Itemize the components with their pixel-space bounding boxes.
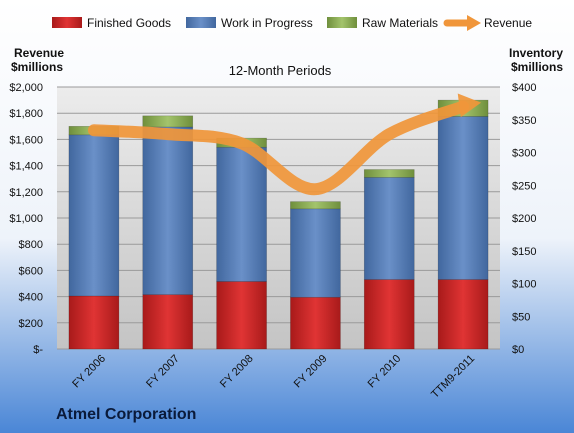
legend-swatch-finished-goods (52, 17, 82, 28)
left-tick-label: $1,400 (9, 161, 43, 173)
revenue-line-arrowhead (457, 93, 482, 118)
left-tick-label: $1,200 (9, 187, 43, 199)
bar-work-in-progress (437, 116, 489, 280)
bar-finished-goods (363, 279, 415, 350)
right-tick-label: $150 (512, 246, 536, 258)
legend-swatch-raw-materials (327, 17, 357, 28)
right-axis-ticks: $0 $50 $100 $150 $200 $250 $300 $350 $400 (512, 82, 536, 356)
bar-finished-goods (290, 296, 341, 350)
left-tick-label: $800 (19, 239, 43, 251)
revenue-line (87, 93, 482, 196)
left-tick-label: $1,800 (9, 108, 43, 120)
legend-swatch-revenue (443, 15, 481, 31)
left-axis-ticks: $- $200 $400 $600 $800 $1,000 $1,200 $1,400 $1,6… (9, 82, 43, 356)
right-tick-label: $0 (512, 344, 524, 356)
company-name: Atmel Corporation (56, 406, 197, 423)
right-axis-title-line2: $millions (511, 60, 563, 74)
bar-finished-goods (68, 295, 120, 350)
bar-finished-goods (142, 294, 194, 350)
legend-label-raw-materials: Raw Materials (362, 16, 438, 30)
bar-raw-materials (363, 169, 415, 178)
right-axis-title-line1: Inventory (509, 46, 563, 60)
bar-work-in-progress (290, 208, 341, 298)
left-tick-label: $1,600 (9, 134, 43, 146)
bar-finished-goods (437, 279, 489, 350)
chart-title: 12-Month Periods (229, 63, 332, 78)
right-tick-label: $200 (512, 213, 536, 225)
right-tick-label: $400 (512, 82, 536, 94)
right-tick-label: $100 (512, 279, 536, 291)
left-tick-label: $400 (19, 292, 43, 304)
legend-label-work-in-progress: Work in Progress (221, 16, 313, 30)
right-tick-label: $50 (512, 311, 530, 323)
bar-raw-materials (290, 201, 341, 210)
left-tick-label: $1,000 (9, 213, 43, 225)
right-tick-label: $250 (512, 180, 536, 192)
legend: Finished Goods Work in Progress Raw Mate… (52, 15, 532, 31)
legend-label-finished-goods: Finished Goods (87, 16, 171, 30)
bar-work-in-progress (68, 134, 120, 297)
left-axis-title-line1: Revenue (14, 46, 64, 60)
left-tick-label: $200 (19, 318, 43, 330)
bar-raw-materials (142, 115, 194, 128)
left-tick-label: $- (33, 344, 43, 356)
legend-swatch-work-in-progress (186, 17, 216, 28)
bar-finished-goods (216, 281, 267, 350)
legend-label-revenue: Revenue (484, 16, 532, 30)
left-axis-title-line2: $millions (11, 60, 63, 74)
left-tick-label: $2,000 (9, 82, 43, 94)
bar-work-in-progress (216, 146, 267, 282)
bar-work-in-progress (142, 126, 194, 295)
right-tick-label: $350 (512, 115, 536, 127)
right-tick-label: $300 (512, 148, 536, 160)
stacked-bars (68, 99, 489, 350)
left-tick-label: $600 (19, 265, 43, 277)
revenue-line-path (87, 100, 470, 196)
bar-work-in-progress (363, 177, 415, 280)
